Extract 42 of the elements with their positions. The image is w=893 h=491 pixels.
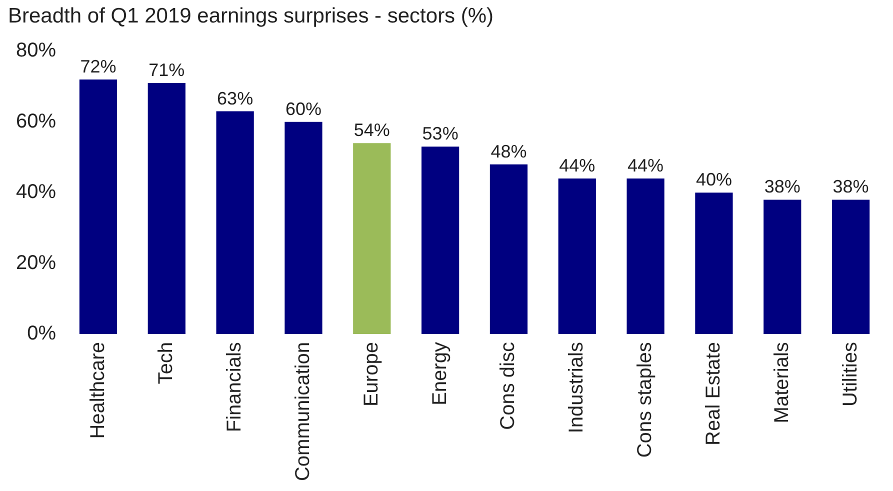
data-label: 44% (628, 155, 664, 176)
data-label: 44% (559, 155, 596, 176)
y-tick-label: 60% (16, 110, 56, 132)
bar (832, 200, 870, 334)
y-tick-label: 80% (16, 40, 56, 62)
data-label: 54% (354, 120, 390, 140)
x-tick-label: Materials (770, 342, 793, 424)
bar (148, 83, 186, 334)
bar (626, 178, 664, 334)
x-tick-label: Cons disc (497, 342, 520, 430)
x-tick-label: Utilities (839, 342, 862, 407)
x-tick-label: Communication (292, 342, 314, 482)
x-tick-label: Financials (224, 342, 246, 432)
bar (353, 143, 391, 334)
data-label: 48% (490, 141, 527, 162)
bar (216, 111, 254, 334)
data-label: 63% (217, 88, 254, 108)
bar (695, 192, 733, 334)
data-label: 72% (80, 56, 116, 76)
chart-title: Breadth of Q1 2019 earnings surprises - sectors (%) (8, 4, 494, 28)
x-tick-label: Cons staples (634, 342, 656, 458)
bar (284, 122, 322, 334)
data-label: 38% (764, 176, 800, 197)
x-tick-label: Healthcare (86, 342, 109, 439)
data-label: 38% (832, 176, 869, 197)
bar (79, 79, 118, 334)
x-tick-label: Tech (155, 342, 178, 384)
x-tick-label: Energy (428, 342, 451, 406)
data-label: 53% (422, 124, 458, 144)
data-label: 40% (696, 170, 732, 190)
bar (490, 164, 528, 334)
y-tick-label: 20% (16, 252, 56, 274)
y-tick-label: 40% (16, 181, 56, 204)
y-tick-label: 0% (27, 322, 56, 345)
data-label: 71% (148, 60, 185, 80)
data-label: 60% (285, 98, 322, 119)
x-tick-label: Industrials (566, 342, 588, 434)
bar (558, 178, 596, 334)
x-tick-label: Real Estate (702, 342, 724, 446)
x-tick-label: Europe (360, 342, 382, 407)
bar (764, 200, 802, 334)
bar (421, 146, 460, 334)
